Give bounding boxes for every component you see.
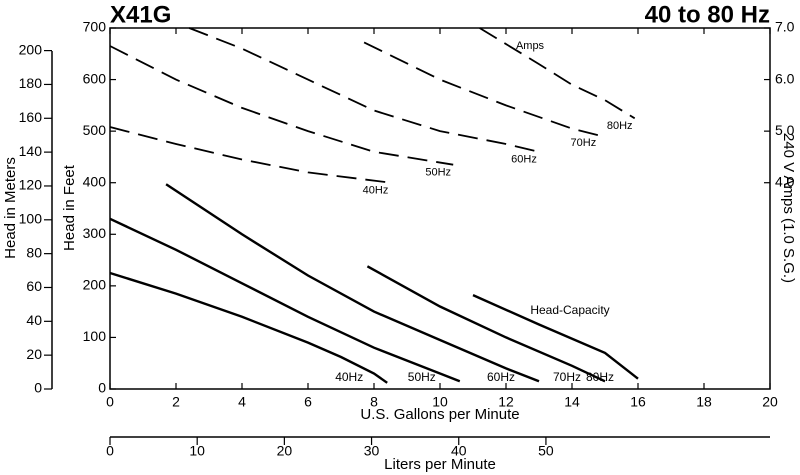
plot-frame <box>109 27 771 390</box>
head-curve <box>366 265 606 383</box>
x-tick-label: 8 <box>370 394 378 410</box>
meters-tick-label: 60 <box>26 278 42 294</box>
x-tick-label: 4 <box>238 394 246 410</box>
x-tick-label: 6 <box>304 394 312 410</box>
amps-curve <box>109 45 454 166</box>
x-tick-label: 20 <box>762 394 778 410</box>
amps-curve <box>363 41 599 137</box>
y-tick-label: 400 <box>83 173 107 189</box>
meters-tick-label: 140 <box>19 143 43 159</box>
x2-tick-label: 50 <box>538 443 554 459</box>
head-curve <box>109 271 388 384</box>
x2-axis-label: Liters per Minute <box>384 456 496 473</box>
y2-tick-label: 5.0 <box>775 122 795 138</box>
y2-axis-label: 240 V Amps (1.0 S.G.) <box>780 133 797 283</box>
y2-tick-label: 7.0 <box>775 19 795 35</box>
series-label: 60Hz <box>511 154 537 166</box>
head-curve <box>165 183 540 383</box>
x2-tick-label: 0 <box>106 443 114 459</box>
meters-tick-label: 0 <box>34 380 42 396</box>
x-tick-label: 10 <box>432 394 448 410</box>
chart-subtitle: 40 to 80 Hz <box>645 1 770 28</box>
y2-tick-label: 4.0 <box>775 173 795 189</box>
series-label: 80Hz <box>607 120 633 132</box>
y2-tick-label: 6.0 <box>775 70 795 86</box>
series-label: 70Hz <box>571 137 597 149</box>
x-tick-label: 2 <box>172 394 180 410</box>
x-tick-label: 12 <box>498 394 514 410</box>
series-label: 50Hz <box>425 167 451 179</box>
series-label: 40Hz <box>363 185 389 197</box>
meters-axis-label: Head in Meters <box>2 157 19 259</box>
y-tick-label: 200 <box>83 277 107 293</box>
amps-curve <box>109 126 391 184</box>
y-axis-label: Head in Feet <box>61 164 78 251</box>
annotation: Amps <box>516 40 545 52</box>
y-tick-label: 100 <box>83 328 107 344</box>
meters-tick-label: 160 <box>19 109 43 125</box>
x2-tick-label: 20 <box>277 443 293 459</box>
annotation: Head-Capacity <box>530 303 609 317</box>
x-tick-label: 16 <box>630 394 646 410</box>
x-tick-label: 0 <box>106 394 114 410</box>
y-tick-label: 700 <box>83 19 107 35</box>
x2-tick-label: 30 <box>364 443 380 459</box>
y-tick-label: 500 <box>83 122 107 138</box>
series-label: 50Hz <box>408 370 436 384</box>
series-label: 70Hz <box>553 370 581 384</box>
x-axis-label: U.S. Gallons per Minute <box>360 406 519 423</box>
amps-curve <box>188 27 540 153</box>
meters-tick-label: 200 <box>19 41 43 57</box>
series-label: 60Hz <box>487 370 515 384</box>
y-tick-label: 0 <box>98 380 106 396</box>
x2-tick-label: 10 <box>189 443 205 459</box>
head-curve <box>109 217 461 383</box>
head-curve <box>472 294 639 380</box>
chart-title: X41G <box>110 1 171 28</box>
meters-tick-label: 180 <box>19 75 43 91</box>
meters-tick-label: 80 <box>26 244 42 260</box>
series-label: 80Hz <box>586 370 614 384</box>
meters-tick-label: 100 <box>19 211 43 227</box>
y-tick-label: 300 <box>83 225 107 241</box>
x2-tick-label: 40 <box>451 443 467 459</box>
x-tick-label: 18 <box>696 394 712 410</box>
amps-curve <box>479 27 636 120</box>
series-label: 40Hz <box>335 370 363 384</box>
meters-tick-label: 20 <box>26 346 42 362</box>
y-tick-label: 600 <box>83 70 107 86</box>
x-tick-label: 14 <box>564 394 580 410</box>
meters-tick-label: 120 <box>19 177 43 193</box>
meters-tick-label: 40 <box>26 312 42 328</box>
